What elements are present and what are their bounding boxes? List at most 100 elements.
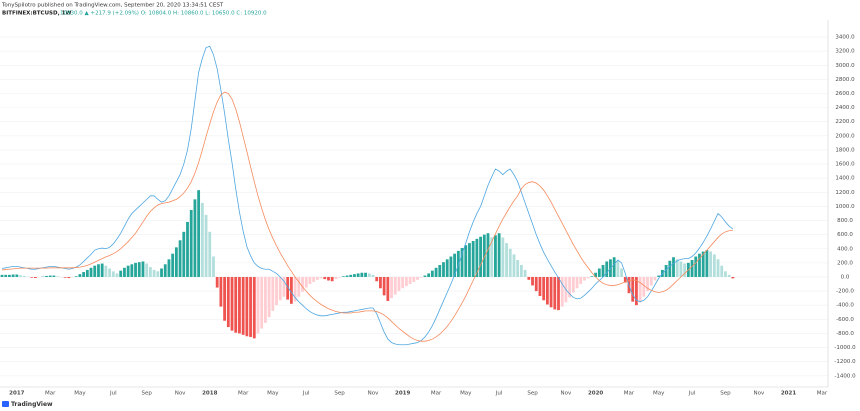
histogram-bar xyxy=(724,271,727,277)
histogram-bar xyxy=(197,190,201,277)
histogram-bar xyxy=(30,276,34,278)
histogram-bar xyxy=(130,264,134,277)
histogram-bar xyxy=(349,274,353,277)
histogram-bar xyxy=(182,231,186,277)
histogram-bar xyxy=(330,276,334,282)
histogram-bar xyxy=(664,264,668,277)
histogram-bar xyxy=(597,268,601,277)
histogram-bar xyxy=(297,276,301,297)
plot-area xyxy=(0,45,735,346)
histogram-bar xyxy=(189,209,193,277)
y-tick-label: 1800.0 xyxy=(835,147,855,153)
histogram-bar xyxy=(186,221,189,277)
x-tick-label: Mar xyxy=(45,391,56,397)
x-tick-label: Nov xyxy=(753,391,764,397)
histogram-bar xyxy=(245,276,249,337)
histogram-bar xyxy=(275,276,278,306)
histogram-bar xyxy=(145,263,149,277)
histogram-bar xyxy=(308,276,312,285)
y-tick-label: 1400.0 xyxy=(835,176,855,182)
histogram-bar xyxy=(375,276,379,282)
histogram-bar xyxy=(212,256,215,277)
histogram-bar xyxy=(445,259,449,277)
y-tick-label: -400.0 xyxy=(836,303,854,309)
histogram-bar xyxy=(334,276,338,280)
histogram-bar xyxy=(278,276,282,301)
x-tick-label: Mar xyxy=(624,391,635,397)
histogram-bar xyxy=(497,233,501,277)
histogram-bar xyxy=(149,267,152,277)
histogram-bar xyxy=(512,254,516,277)
histogram-bar xyxy=(123,267,126,277)
y-tick-label: 3200.0 xyxy=(835,49,855,55)
histogram-bar xyxy=(82,272,86,277)
y-tick-label: 200.0 xyxy=(837,260,853,266)
histogram-bar xyxy=(612,257,616,277)
histogram-bar xyxy=(160,268,163,277)
histogram-bar xyxy=(712,254,716,277)
histogram-bar xyxy=(338,276,342,278)
histogram-bar xyxy=(468,243,471,277)
histogram-bar xyxy=(716,259,720,277)
y-tick-label: 0.0 xyxy=(841,274,850,280)
histogram-bar xyxy=(675,259,679,277)
histogram-bar xyxy=(382,276,386,296)
histogram-bar xyxy=(108,268,111,277)
histogram-bar xyxy=(126,265,130,277)
x-tick-label: Jul xyxy=(302,391,310,397)
histogram-bar xyxy=(0,274,4,277)
histogram-bar xyxy=(256,276,260,334)
symbol: BITFINEX:BTCUSD, 1W xyxy=(2,11,71,17)
histogram-bar xyxy=(527,276,531,280)
histogram-bar xyxy=(293,276,297,302)
histogram-bar xyxy=(111,271,115,277)
x-tick-label: May xyxy=(653,391,665,397)
histogram-bar xyxy=(720,265,724,277)
y-tick-label: -1000.0 xyxy=(834,345,856,351)
x-tick-label: Sep xyxy=(334,391,345,397)
histogram-bar xyxy=(620,268,623,277)
histogram-bar xyxy=(390,276,393,299)
histogram-bar xyxy=(430,270,434,277)
x-tick-label: Nov xyxy=(561,391,572,397)
histogram-bar xyxy=(48,275,52,277)
histogram-bar xyxy=(249,276,252,337)
x-tick-label: Mar xyxy=(817,391,828,397)
histogram-bar xyxy=(8,274,11,277)
histogram-bar xyxy=(100,263,104,277)
histogram-bar xyxy=(85,269,89,277)
histogram-bar xyxy=(286,276,290,300)
histogram-bar xyxy=(397,276,401,292)
histogram-bar xyxy=(545,276,549,305)
x-tick-label: Mar xyxy=(238,391,249,397)
histogram-bar xyxy=(404,276,408,287)
histogram-bar xyxy=(705,250,709,277)
histogram-bar xyxy=(690,260,694,277)
histogram-bar xyxy=(482,234,486,277)
histogram-bar xyxy=(501,237,505,277)
histogram-bar xyxy=(419,276,423,278)
y-tick-label: 1200.0 xyxy=(835,190,855,196)
y-tick-label: 2600.0 xyxy=(835,91,855,97)
histogram-bar xyxy=(631,276,635,302)
histogram-bar xyxy=(393,276,397,295)
histogram-bar xyxy=(56,276,60,277)
histogram-bar xyxy=(683,263,687,277)
histogram-bar xyxy=(479,236,482,277)
publish-info: TonySpilotro published on TradingView.co… xyxy=(1,3,224,9)
histogram-bar xyxy=(260,276,264,329)
histogram-bar xyxy=(178,240,182,277)
x-tick-label: Mar xyxy=(431,391,442,397)
histogram-bar xyxy=(520,264,523,277)
histogram-bar xyxy=(193,199,197,277)
histogram-bar xyxy=(19,275,22,277)
x-tick-label: 2017 xyxy=(9,391,24,397)
histogram-bar xyxy=(78,274,82,277)
x-tick-label: May xyxy=(460,391,472,397)
histogram-bar xyxy=(353,274,356,277)
x-tick-label: 2019 xyxy=(395,391,410,397)
x-tick-label: Sep xyxy=(720,391,731,397)
histogram-bar xyxy=(698,253,701,277)
histogram-bar xyxy=(264,276,267,323)
y-tick-label: -1400.0 xyxy=(834,373,856,379)
